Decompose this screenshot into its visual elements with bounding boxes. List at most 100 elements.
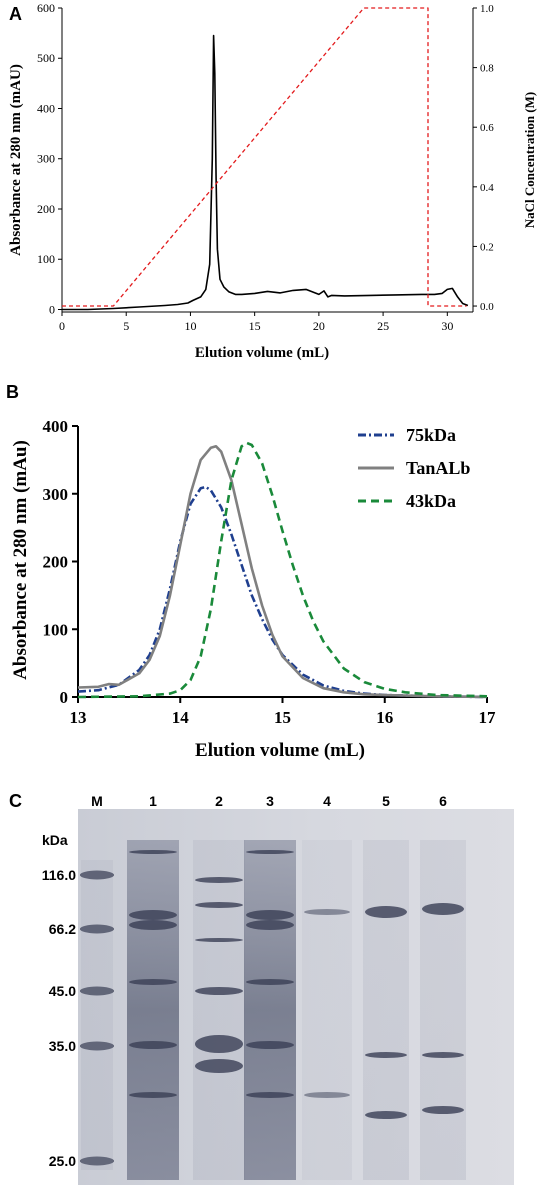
gel-band: [246, 920, 294, 930]
chart-a-y-tick-label: 300: [37, 152, 55, 166]
panel-label-c: C: [9, 791, 22, 811]
gel-unit-label: kDa: [42, 832, 68, 848]
chart-b-series: [77, 441, 488, 699]
gel-band: [129, 979, 177, 985]
gel-lane-label: 4: [323, 793, 331, 809]
gel-band: [246, 1041, 294, 1049]
gel-labels: M 1 2 3 4 5 6 kDa 116.0 66.2 45.0 35.0 25.0: [42, 793, 447, 1169]
chart-a-y2-tick-label: 0.0: [480, 301, 494, 313]
gel-band: [195, 1059, 243, 1073]
chart-a-y-tick-label: 200: [37, 202, 55, 216]
chart-a-y-tick-label: 0: [49, 302, 55, 316]
gel-lane-smear: [420, 840, 466, 1180]
chart-b-x-tick-label: 17: [479, 708, 497, 727]
chart-b-legend: 75kDa TanALb 43kDa: [358, 425, 470, 511]
chart-a-series: [62, 7, 469, 311]
gel-lanes: [80, 840, 466, 1180]
gel-panel-c: C M 1 2 3 4 5 6 kDa 116.0 66.2 45.0 35.0 25.0: [9, 791, 514, 1185]
gel-band: [195, 987, 243, 995]
gel-lane-smear: [127, 840, 179, 1180]
gel-band: [129, 920, 177, 930]
chart-a-x-tick-label: 15: [249, 319, 261, 333]
gel-band: [422, 1106, 464, 1114]
chart-b-y-tick-label: 200: [43, 553, 69, 572]
chart-a-y-tick-label: 100: [37, 252, 55, 266]
gel-band: [129, 910, 177, 920]
gel-marker-label: 66.2: [49, 921, 76, 937]
legend-label-tanalb: TanALb: [406, 458, 470, 478]
gel-band: [422, 1052, 464, 1058]
gel-band: [129, 1041, 177, 1049]
gel-lane-smear: [193, 840, 245, 1180]
chart-b-x-tick-label: 13: [70, 708, 87, 727]
gel-band: [246, 910, 294, 920]
gel-band: [195, 902, 243, 908]
gel-band: [246, 850, 294, 854]
gel-lane-label: 6: [439, 793, 447, 809]
gel-band: [246, 1092, 294, 1098]
gel-band: [304, 1092, 350, 1098]
panel-label-a: A: [9, 4, 22, 24]
gel-band: [195, 938, 243, 942]
gel-marker-label: 35.0: [49, 1038, 76, 1054]
gel-lane-smear: [244, 840, 296, 1180]
chart-b-y-tick-label: 400: [43, 417, 69, 436]
chart-a-y-tick-label: 500: [37, 51, 55, 65]
gel-marker-label: 45.0: [49, 983, 76, 999]
gel-band: [195, 877, 243, 883]
gel-marker-label: 25.0: [49, 1153, 76, 1169]
chart-a-axes: 0 5 10 15 20 25 3001002003004005006000.00.20.4…: [37, 1, 494, 333]
absorbance-trace: [62, 34, 469, 311]
chart-a-y2-tick-label: 1.0: [480, 3, 494, 15]
chart-b-y-tick-label: 300: [43, 485, 69, 504]
marker-lane-smear: [81, 860, 113, 1170]
chart-b-x-tick-label: 14: [172, 708, 190, 727]
chart-panel-b: B 13 14 15 16 17 0 100 200 300 400 75kDa TanALb 43k…: [6, 382, 496, 761]
chart-a-x-tick-label: 10: [184, 319, 196, 333]
gel-lane-label: 2: [215, 793, 223, 809]
gel-lane-smear: [302, 840, 352, 1180]
gel-band: [422, 903, 464, 915]
chart-a-x-tick-label: 0: [59, 319, 65, 333]
chart-a-y2-axis-label: NaCl Concentration (M): [522, 92, 537, 228]
series-line-43kda: [77, 441, 488, 699]
gel-lane-label: M: [91, 793, 103, 809]
gel-band: [129, 1092, 177, 1098]
gel-lane-smear: [363, 840, 409, 1180]
legend-label-43kda: 43kDa: [406, 491, 456, 511]
gel-lane-label: 1: [149, 793, 157, 809]
chart-a-y2-tick-label: 0.8: [480, 63, 494, 75]
chart-a-x-tick-label: 30: [441, 319, 453, 333]
chart-b-y-tick-label: 100: [43, 620, 69, 639]
chart-a-y2-tick-label: 0.2: [480, 241, 494, 253]
gel-band: [365, 1111, 407, 1119]
series-line-75kda: [77, 485, 488, 699]
chart-b-x-tick-label: 15: [274, 708, 291, 727]
gel-band: [195, 1035, 243, 1053]
chart-b-x-axis-label: Elution volume (mL): [195, 740, 365, 761]
chart-a-y2-tick-label: 0.6: [480, 122, 494, 134]
gel-band: [365, 1052, 407, 1058]
legend-label-75kda: 75kDa: [406, 425, 456, 445]
chart-a-y2-tick-label: 0.4: [480, 182, 494, 194]
chart-a-y-axis-label: Absorbance at 280 nm (mAU): [8, 64, 24, 256]
chart-panel-a: A 0 5 10 15 20 25 3001002003004005006000.00.20…: [8, 1, 537, 361]
gel-marker-label: 116.0: [42, 867, 76, 883]
panel-label-b: B: [6, 382, 19, 402]
chart-a-y-tick-label: 600: [37, 1, 55, 15]
chart-a-x-tick-label: 20: [313, 319, 325, 333]
chart-a-x-tick-label: 25: [377, 319, 389, 333]
chart-a-x-axis-label: Elution volume (mL): [195, 345, 329, 361]
gel-lane-label: 5: [382, 793, 390, 809]
chart-b-y-tick-label: 0: [60, 688, 69, 707]
nacl-gradient-trace: [62, 7, 467, 307]
gel-band: [365, 906, 407, 918]
chart-b-x-tick-label: 16: [376, 708, 393, 727]
chart-a-x-tick-label: 5: [123, 319, 129, 333]
gel-band: [246, 979, 294, 985]
chart-b-y-axis-label: Absorbance at 280 nm (mAu): [10, 440, 31, 680]
gel-band: [129, 850, 177, 854]
gel-band: [304, 909, 350, 915]
gel-lane-label: 3: [266, 793, 274, 809]
